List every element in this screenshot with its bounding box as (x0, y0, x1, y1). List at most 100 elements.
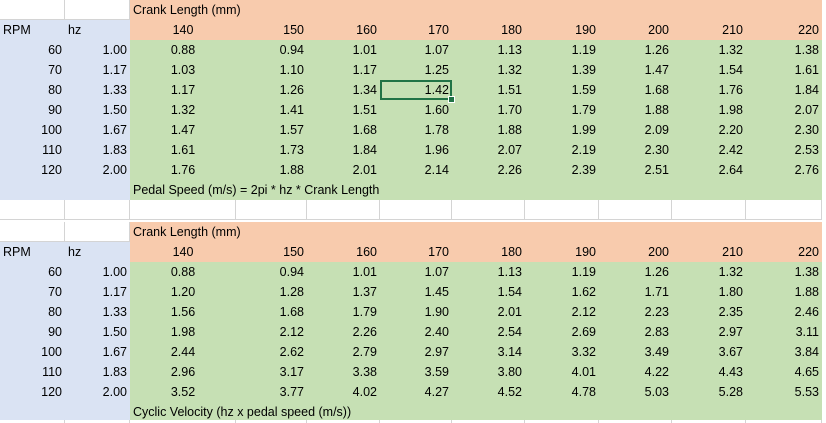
data-cell[interactable]: 2.96 (130, 362, 236, 382)
data-cell[interactable]: 3.67 (672, 342, 746, 362)
crank-length-150[interactable]: 150 (236, 242, 307, 262)
empty-cell[interactable] (65, 180, 130, 200)
crank-length-140[interactable]: 140 (130, 20, 236, 40)
hz-value[interactable]: 2.00 (65, 382, 130, 402)
data-cell[interactable]: 1.26 (236, 80, 307, 100)
data-cell[interactable]: 2.12 (236, 322, 307, 342)
crank-length-190[interactable]: 190 (525, 242, 599, 262)
empty-cell[interactable] (525, 420, 599, 423)
data-cell[interactable]: 2.53 (746, 140, 822, 160)
data-cell[interactable]: 1.73 (236, 140, 307, 160)
data-cell[interactable]: 2.14 (380, 160, 452, 180)
rpm-value[interactable]: 80 (0, 302, 65, 322)
data-cell[interactable]: 2.20 (672, 120, 746, 140)
hz-value[interactable]: 1.83 (65, 140, 130, 160)
data-cell[interactable]: 1.61 (746, 60, 822, 80)
data-cell[interactable]: 1.68 (307, 120, 380, 140)
data-cell[interactable]: 3.17 (236, 362, 307, 382)
empty-cell[interactable] (65, 402, 130, 422)
hz-value[interactable]: 1.00 (65, 262, 130, 282)
rpm-value[interactable]: 80 (0, 80, 65, 100)
data-cell[interactable]: 4.01 (525, 362, 599, 382)
data-cell[interactable]: 3.11 (746, 322, 822, 342)
data-cell[interactable]: 2.35 (672, 302, 746, 322)
empty-cell[interactable] (525, 200, 599, 220)
fill-handle[interactable] (448, 96, 455, 103)
rpm-value[interactable]: 70 (0, 282, 65, 302)
data-cell[interactable]: 5.28 (672, 382, 746, 402)
crank-length-170[interactable]: 170 (380, 20, 452, 40)
data-cell[interactable]: 1.25 (380, 60, 452, 80)
data-cell[interactable]: 1.01 (307, 40, 380, 60)
data-cell[interactable]: 1.10 (236, 60, 307, 80)
crank-length-220[interactable]: 220 (746, 20, 822, 40)
data-cell[interactable]: 2.23 (599, 302, 672, 322)
empty-cell[interactable] (0, 180, 65, 200)
rpm-value[interactable]: 110 (0, 362, 65, 382)
empty-cell[interactable] (672, 420, 746, 423)
data-cell[interactable]: 3.80 (452, 362, 525, 382)
empty-cell[interactable] (65, 222, 130, 242)
crank-length-160[interactable]: 160 (307, 242, 380, 262)
data-cell[interactable]: 1.76 (130, 160, 236, 180)
empty-cell[interactable] (307, 420, 380, 423)
empty-cell[interactable] (65, 200, 130, 220)
data-cell[interactable]: 1.51 (452, 80, 525, 100)
data-cell[interactable]: 1.56 (130, 302, 236, 322)
data-cell[interactable]: 3.59 (380, 362, 452, 382)
data-cell[interactable]: 1.47 (599, 60, 672, 80)
empty-cell[interactable] (452, 200, 525, 220)
empty-cell[interactable] (0, 200, 65, 220)
data-cell[interactable]: 1.62 (525, 282, 599, 302)
data-cell[interactable]: 2.79 (307, 342, 380, 362)
hz-value[interactable]: 1.00 (65, 40, 130, 60)
empty-cell[interactable] (452, 420, 525, 423)
crank-length-200[interactable]: 200 (599, 242, 672, 262)
data-cell[interactable]: 1.76 (672, 80, 746, 100)
rpm-value[interactable]: 100 (0, 120, 65, 140)
data-cell[interactable]: 1.17 (307, 60, 380, 80)
crank-length-200[interactable]: 200 (599, 20, 672, 40)
data-cell[interactable]: 3.38 (307, 362, 380, 382)
rpm-value[interactable]: 60 (0, 40, 65, 60)
data-cell[interactable]: 4.22 (599, 362, 672, 382)
crank-length-150[interactable]: 150 (236, 20, 307, 40)
data-cell[interactable]: 1.68 (236, 302, 307, 322)
data-cell[interactable]: 1.32 (672, 262, 746, 282)
empty-cell[interactable] (746, 200, 822, 220)
hz-value[interactable]: 2.00 (65, 160, 130, 180)
data-cell[interactable]: 2.76 (746, 160, 822, 180)
empty-cell[interactable] (65, 0, 130, 20)
empty-cell[interactable] (307, 200, 380, 220)
data-cell[interactable]: 2.62 (236, 342, 307, 362)
data-cell[interactable]: 1.90 (380, 302, 452, 322)
data-cell[interactable]: 0.88 (130, 262, 236, 282)
data-cell[interactable]: 4.65 (746, 362, 822, 382)
data-cell[interactable]: 1.34 (307, 80, 380, 100)
data-cell[interactable]: 2.44 (130, 342, 236, 362)
empty-cell[interactable] (746, 420, 822, 423)
data-cell[interactable]: 4.78 (525, 382, 599, 402)
data-cell[interactable]: 2.97 (672, 322, 746, 342)
data-cell[interactable]: 1.68 (599, 80, 672, 100)
data-cell[interactable]: 1.38 (746, 262, 822, 282)
data-cell[interactable]: 1.84 (746, 80, 822, 100)
data-cell[interactable]: 3.32 (525, 342, 599, 362)
hz-label[interactable]: hz (65, 242, 130, 262)
data-cell[interactable]: 1.51 (307, 100, 380, 120)
data-cell[interactable]: 5.03 (599, 382, 672, 402)
empty-cell[interactable] (599, 200, 672, 220)
hz-value[interactable]: 1.83 (65, 362, 130, 382)
data-cell[interactable]: 1.88 (746, 282, 822, 302)
crank-length-180[interactable]: 180 (452, 242, 525, 262)
formula-note[interactable]: Pedal Speed (m/s) = 2pi * hz * Crank Len… (130, 180, 822, 200)
data-cell[interactable]: 2.83 (599, 322, 672, 342)
selected-cell[interactable]: 1.42 (380, 80, 452, 100)
data-cell[interactable]: 1.07 (380, 262, 452, 282)
data-cell[interactable]: 2.19 (525, 140, 599, 160)
hz-value[interactable]: 1.50 (65, 322, 130, 342)
data-cell[interactable]: 1.71 (599, 282, 672, 302)
data-cell[interactable]: 2.12 (525, 302, 599, 322)
data-cell[interactable]: 1.99 (525, 120, 599, 140)
data-cell[interactable]: 2.40 (380, 322, 452, 342)
